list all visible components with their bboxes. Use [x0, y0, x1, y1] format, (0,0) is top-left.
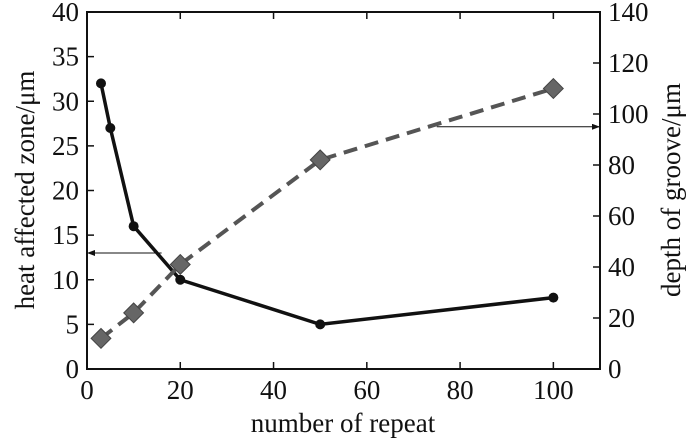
data-point-circle: [548, 292, 559, 303]
y-right-tick-label: 100: [608, 99, 649, 129]
data-point-diamond: [309, 149, 331, 171]
y-left-tick-label: 10: [52, 265, 79, 295]
series-line-right: [99, 86, 554, 340]
ticks: 0 20 40 60 80 100 0 5 10 15 20 25 30 35 40 0 20 40 60 80 100…: [52, 0, 649, 405]
x-tick-label: 20: [167, 375, 194, 405]
y-right-tick-label: 20: [608, 303, 635, 333]
x-tick-label: 80: [447, 375, 474, 405]
axes: [86, 11, 601, 370]
y-right-tick-label: 0: [608, 354, 622, 384]
y-left-tick-label: 35: [52, 42, 79, 72]
y-left-tick-label: 15: [52, 220, 79, 250]
y-right-tick-label: 40: [608, 252, 635, 282]
y-right-tick-label: 80: [608, 150, 635, 180]
y-right-tick-label: 60: [608, 201, 635, 231]
data-point-diamond: [123, 302, 145, 324]
x-tick-label: 100: [533, 375, 574, 405]
y-right-tick-label: 140: [608, 0, 649, 27]
x-tick-label: 60: [353, 375, 380, 405]
y-left-tick-label: 0: [66, 354, 80, 384]
y-left-tick-label: 40: [52, 0, 79, 27]
y-left-tick-label: 30: [52, 86, 79, 116]
data-point-circle: [95, 78, 106, 89]
y-left-tick-label: 5: [66, 309, 80, 339]
series: [90, 77, 564, 350]
data-point-circle: [175, 274, 186, 285]
data-point-diamond: [90, 327, 112, 350]
series-line-left: [99, 83, 554, 327]
y-left-tick-label: 25: [52, 131, 79, 161]
data-point-circle: [315, 319, 326, 330]
annotations: [87, 123, 600, 256]
y-left-axis-label: heat affected zone/μm: [10, 71, 40, 310]
x-tick-label: 40: [260, 375, 287, 405]
plot-frame: [86, 11, 601, 370]
data-point-diamond: [169, 253, 191, 276]
y-right-tick-label: 120: [608, 48, 649, 78]
y-left-tick-label: 20: [52, 176, 79, 206]
data-point-circle: [105, 123, 116, 134]
y-right-axis-label: depth of groove/μm: [656, 83, 686, 297]
x-axis-label: number of repeat: [251, 408, 436, 438]
x-tick-label: 0: [80, 375, 94, 405]
data-point-diamond: [542, 77, 564, 100]
data-point-circle: [128, 221, 139, 232]
